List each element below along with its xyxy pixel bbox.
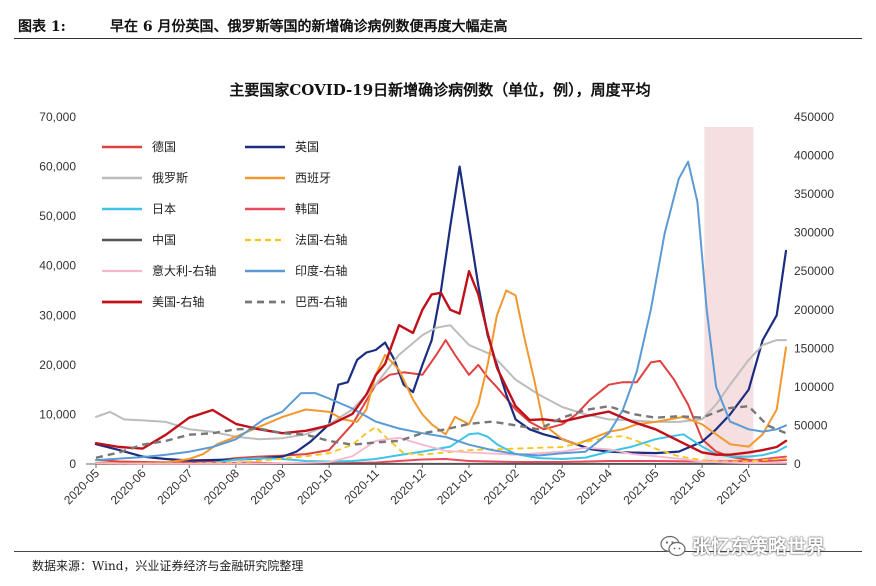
wechat-icon xyxy=(660,535,686,556)
x-tick-label: 2020-09 xyxy=(248,466,289,507)
legend-label: 德国 xyxy=(152,139,176,154)
y-left-tick-label: 10,000 xyxy=(39,407,76,421)
x-tick-label: 2020-07 xyxy=(154,466,195,507)
y-left-tick-label: 70,000 xyxy=(39,110,76,124)
legend-label: 意大利-右轴 xyxy=(152,263,216,278)
legend-label: 俄罗斯 xyxy=(152,171,188,185)
x-tick-label: 2020-05 xyxy=(61,466,102,507)
chart-title: 主要国家COVID-19日新增确诊病例数（单位，例），周度平均 xyxy=(229,81,650,99)
legend-label: 巴西-右轴 xyxy=(295,294,347,309)
y-right-tick-label: 50000 xyxy=(794,418,828,432)
legend-label: 西班牙 xyxy=(295,171,331,185)
watermark: 张忆东策略世界 xyxy=(660,532,825,559)
y-right-tick-label: 300000 xyxy=(794,226,834,240)
series-line-7 xyxy=(95,426,787,465)
x-tick-label: 2021-01 xyxy=(434,466,475,507)
figure-header: 图表 1: 早在 6 月份英国、俄罗斯等国的新增确诊病例数便再度大幅走高 xyxy=(14,18,862,39)
x-tick-label: 2020-12 xyxy=(387,466,428,507)
footer-divider xyxy=(14,551,862,552)
x-tick-label: 2020-08 xyxy=(201,466,242,507)
watermark-text: 张忆东策略世界 xyxy=(692,536,826,558)
y-left-tick-label: 30,000 xyxy=(39,308,76,322)
series-line-3 xyxy=(95,289,787,465)
series-line-0 xyxy=(95,339,787,464)
figure-label: 图表 1: xyxy=(18,19,66,35)
y-left-tick-label: 20,000 xyxy=(39,358,76,372)
x-tick-label: 2021-07 xyxy=(714,466,755,507)
legend-label: 法国-右轴 xyxy=(295,232,347,247)
legend-label: 印度-右轴 xyxy=(295,263,347,278)
y-right-tick-label: 350000 xyxy=(794,187,834,201)
series-line-9 xyxy=(95,160,787,462)
series-line-2 xyxy=(95,324,787,441)
series-line-1 xyxy=(94,165,788,462)
y-right-tick-label: 200000 xyxy=(794,303,834,317)
x-tick-label: 2021-05 xyxy=(621,466,662,507)
legend-label: 英国 xyxy=(295,140,319,154)
figure-title: 早在 6 月份英国、俄罗斯等国的新增确诊病例数便再度大幅走高 xyxy=(110,19,508,35)
x-tick-label: 2020-06 xyxy=(108,466,149,507)
x-tick-label: 2020-10 xyxy=(294,466,335,507)
legend-label: 日本 xyxy=(152,202,176,216)
y-left-tick-label: 0 xyxy=(69,457,76,471)
y-right-tick-label: 0 xyxy=(794,457,801,471)
legend-label: 美国-右轴 xyxy=(152,294,204,309)
y-right-tick-label: 450000 xyxy=(794,110,834,124)
x-tick-label: 2021-06 xyxy=(667,466,708,507)
series-line-8 xyxy=(95,436,787,465)
y-left-tick-label: 50,000 xyxy=(39,209,76,223)
y-left-tick-label: 60,000 xyxy=(39,160,76,174)
y-left-tick-label: 40,000 xyxy=(39,259,76,273)
legend-label: 中国 xyxy=(152,232,176,247)
x-tick-label: 2021-02 xyxy=(481,466,522,507)
y-right-tick-label: 150000 xyxy=(794,341,834,355)
y-right-tick-label: 100000 xyxy=(794,380,834,394)
y-right-tick-label: 250000 xyxy=(794,264,834,278)
series-line-4 xyxy=(95,432,787,465)
x-tick-label: 2021-04 xyxy=(574,466,615,507)
series-layer xyxy=(94,160,788,465)
x-tick-label: 2020-11 xyxy=(341,466,382,507)
legend-label: 韩国 xyxy=(295,201,319,216)
x-tick-label: 2021-03 xyxy=(527,466,568,507)
data-source: 数据来源：Wind，兴业证券经济与金融研究院整理 xyxy=(32,559,304,573)
y-right-tick-label: 400000 xyxy=(794,149,834,163)
